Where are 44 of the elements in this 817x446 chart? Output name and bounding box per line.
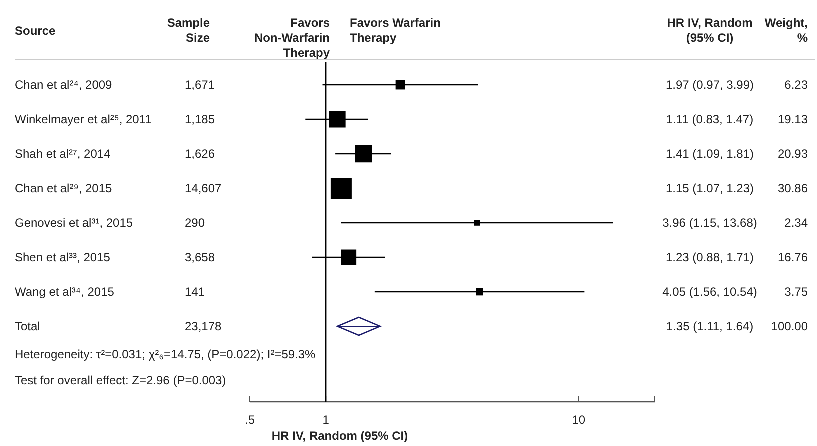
data-label: 1.23 (0.88, 1.71) [666,250,754,265]
text: 1,671 [185,78,216,92]
text: 141 [185,285,206,300]
text: Test for overall effect: Z=2.96 (P=0.003) [15,374,226,388]
text: 14,607 [185,182,222,196]
y-tick-label: Chan et al²⁹, 2015 [15,182,113,196]
text: 19.13 [778,112,808,127]
text: 290 [185,216,206,230]
data-label: 1.41 (1.09, 1.81) [666,147,754,162]
text: 1,185 [185,112,216,127]
text: Sample Size [167,16,210,45]
text: 3,658 [185,250,216,265]
data-label: 4.05 (1.56, 10.54) [662,285,758,300]
text: HR IV, Random (95% CI) [667,16,753,45]
text: 100.00 [771,320,808,334]
data-label: 1.11 (0.83, 1.47) [666,112,754,127]
text: Favors Non-Warfarin Therapy [254,16,330,60]
x-tick-label: .5 [244,413,256,428]
y-tick-label: Chan et al²⁴, 2009 [15,78,113,92]
text: Weight, % [764,16,808,45]
text: 20.93 [778,147,808,162]
text: 30.86 [778,182,808,196]
text: Source [15,24,56,38]
y-tick-label: Wang et al³⁴, 2015 [15,285,115,300]
text: 23,178 [185,320,222,334]
y-tick-label: Total [15,320,40,334]
data-label: 1.97 (0.97, 3.99) [666,78,754,92]
text: 2.34 [784,216,808,230]
text: 6.23 [784,78,808,92]
text: 16.76 [778,250,808,265]
y-tick-label: Shen et al³³, 2015 [15,250,111,265]
x-axis-title: HR IV, Random (95% CI) [272,429,408,443]
y-tick-label: Genovesi et al³¹, 2015 [15,216,134,230]
x-tick-label: 1 [322,413,330,428]
y-tick-label: Winkelmayer et al²⁵, 2011 [15,112,152,127]
data-label: 1.15 (1.07, 1.23) [666,182,754,196]
text: 3.75 [784,285,808,300]
text: 1,626 [185,147,216,162]
y-tick-label: Shah et al²⁷, 2014 [15,147,112,162]
text: Favors Warfarin Therapy [350,16,441,45]
x-tick-label: 10 [572,413,586,428]
text: Heterogeneity: τ²=0.031; χ²₆=14.75, (P=0.022); I²=59.3% [15,348,316,362]
text: 1.35 (1.11, 1.64) [666,320,754,334]
data-label: 3.96 (1.15, 13.68) [662,216,758,230]
